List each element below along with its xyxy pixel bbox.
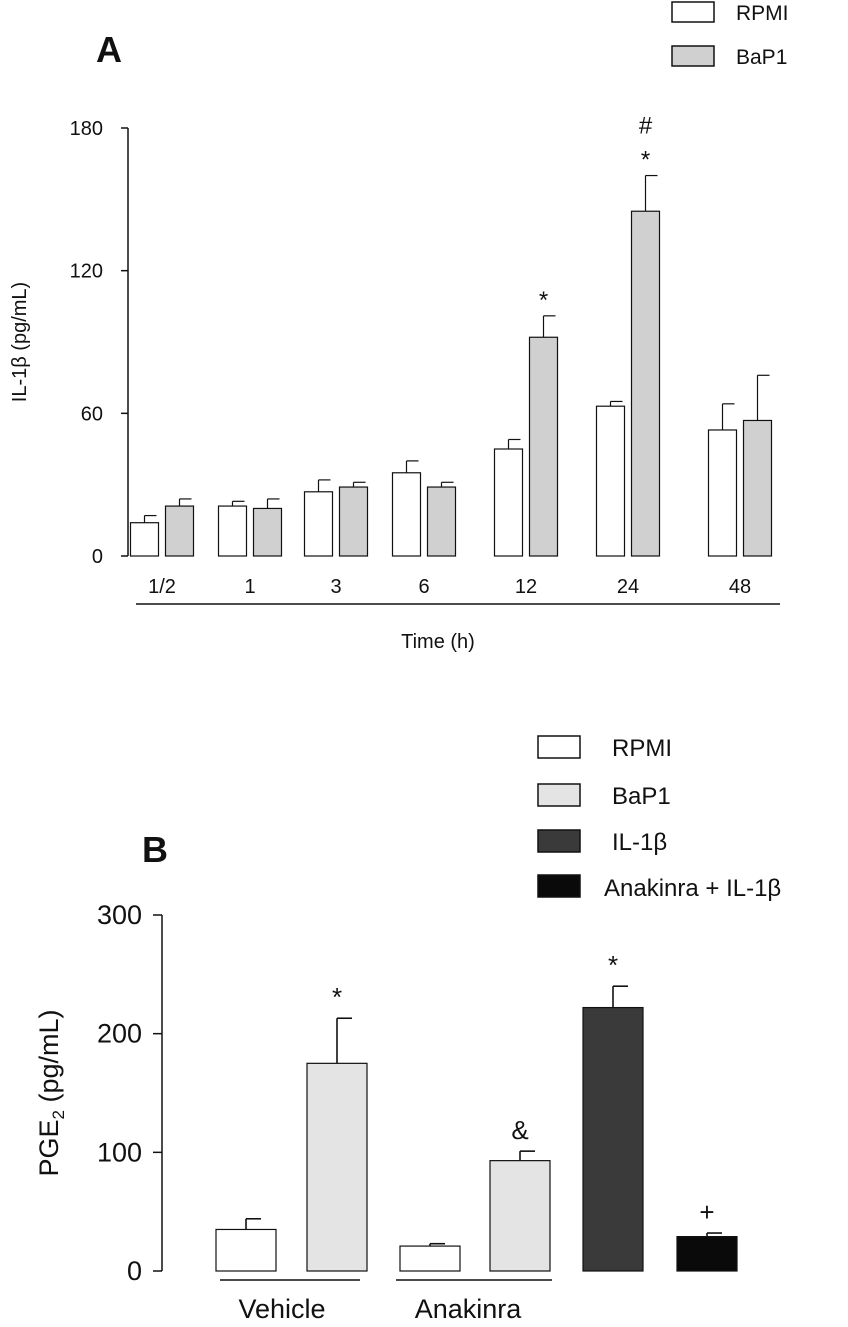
y-tick-label-a: 60 [81,403,103,425]
legend-a-label-rpmi: RPMI [736,2,789,25]
y-tick-label-a: 120 [70,261,103,283]
y-tick-label-b: 0 [127,1256,142,1286]
significance-mark-b: * [608,950,618,980]
x-tick-label-a: 48 [729,576,751,598]
bar-b-bap1 [489,1160,551,1272]
y-axis-b-label: PGE2 (pg/mL) [34,1009,68,1176]
legend-b-label-rpmi: RPMI [612,735,672,762]
x-tick-label-a: 1/2 [148,576,176,598]
x-tick-label-a: 3 [330,576,341,598]
bar-a-rpmi [707,429,738,557]
bar-a-bap1 [252,507,283,557]
bar-a-rpmi [217,505,248,557]
panel-a-letter: A [96,29,122,70]
x-tick-label-a: 1 [244,576,255,598]
legend-a-swatch-bap1 [671,45,715,67]
y-axis-a-label: IL-1β (pg/mL) [9,282,31,402]
bar-a-bap1 [426,486,457,557]
bar-a-bap1 [742,419,773,557]
bar-a-bap1 [164,505,195,557]
legend-b-swatch-anakinra-il1b [537,874,581,898]
group-label-anakinra: Anakinra [415,1294,523,1324]
significance-mark-a: * [539,287,548,314]
panel-a: A RPMI BaP1 0 60 120 180 IL-1β (pg/mL) Time… [9,1,789,653]
legend-a-swatch-rpmi [671,1,715,23]
bar-a-rpmi [303,491,334,557]
legend-b-swatch-bap1 [537,783,581,807]
significance-mark-a: * [641,147,650,174]
legend-b-label-anakinra-il1b: Anakinra + IL-1β [604,875,781,902]
legend-a-label-bap1: BaP1 [736,46,787,69]
y-tick-label-a: 180 [70,118,103,140]
x-axis-a-label: Time (h) [401,631,475,653]
bar-a-rpmi [595,405,626,557]
bar-b-rpmi [215,1228,277,1272]
legend-b-label-bap1: BaP1 [612,783,671,810]
y-tick-label-b: 200 [97,1019,142,1049]
y-axis-b-label-subscript: 2 [49,1110,68,1119]
x-tick-label-a: 6 [418,576,429,598]
legend-b-label-il1b: IL-1β [612,829,667,856]
bar-a-rpmi [493,448,524,557]
y-axis-b-label-main: PGE [34,1119,64,1176]
y-tick-label-b: 300 [97,900,142,930]
legend-b-swatch-il1b [537,829,581,853]
panel-b-letter: B [142,829,168,870]
legend-b-swatch-rpmi [537,735,581,759]
x-tick-label-a: 24 [617,576,639,598]
significance-mark-b: + [699,1197,714,1227]
bar-a-rpmi [129,522,160,557]
bar-b-bap1 [306,1062,368,1272]
bar-a-bap1 [630,210,661,557]
y-axis-b-label-units: (pg/mL) [34,1009,64,1110]
bar-b-il-1 [582,1006,644,1272]
panel-b: B RPMI BaP1 IL-1β Anakinra + IL-1β 0 100 2… [34,735,781,1324]
y-tick-label-b: 100 [97,1137,142,1167]
significance-mark-b: * [332,982,342,1012]
bar-a-rpmi [391,472,422,557]
significance-mark-b: & [511,1115,528,1145]
x-tick-label-a: 12 [515,576,537,598]
group-label-vehicle: Vehicle [238,1294,325,1324]
y-tick-label-a: 0 [92,546,103,568]
bar-b-rpmi [399,1245,461,1272]
significance-mark-a: # [639,113,653,140]
bar-a-bap1 [528,336,559,557]
bar-b-anakinra-il-1 [676,1235,738,1272]
bar-a-bap1 [338,486,369,557]
